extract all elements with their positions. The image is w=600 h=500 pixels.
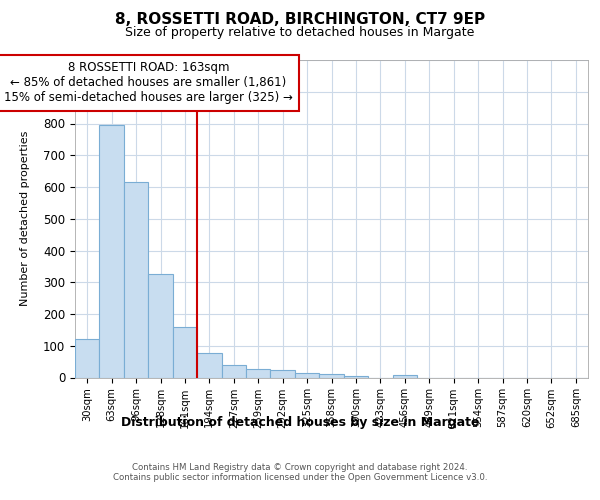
Bar [295, 374, 319, 378]
Text: 8 ROSSETTI ROAD: 163sqm
← 85% of detached houses are smaller (1,861)
15% of semi: 8 ROSSETTI ROAD: 163sqm ← 85% of detache… [4, 62, 293, 104]
Bar [392, 375, 417, 378]
Bar [319, 374, 344, 378]
Bar [197, 352, 221, 378]
Bar [124, 182, 148, 378]
Bar [100, 125, 124, 378]
Text: Contains HM Land Registry data © Crown copyright and database right 2024.: Contains HM Land Registry data © Crown c… [132, 464, 468, 472]
Text: Size of property relative to detached houses in Margate: Size of property relative to detached ho… [125, 26, 475, 39]
Text: Contains public sector information licensed under the Open Government Licence v3: Contains public sector information licen… [113, 473, 487, 482]
Bar [344, 376, 368, 378]
Text: 8, ROSSETTI ROAD, BIRCHINGTON, CT7 9EP: 8, ROSSETTI ROAD, BIRCHINGTON, CT7 9EP [115, 12, 485, 28]
Bar [246, 369, 271, 378]
Bar [148, 274, 173, 378]
Text: Distribution of detached houses by size in Margate: Distribution of detached houses by size … [121, 416, 479, 429]
Bar [221, 366, 246, 378]
Bar [75, 339, 100, 378]
Y-axis label: Number of detached properties: Number of detached properties [20, 131, 30, 306]
Bar [271, 370, 295, 378]
Bar [173, 326, 197, 378]
